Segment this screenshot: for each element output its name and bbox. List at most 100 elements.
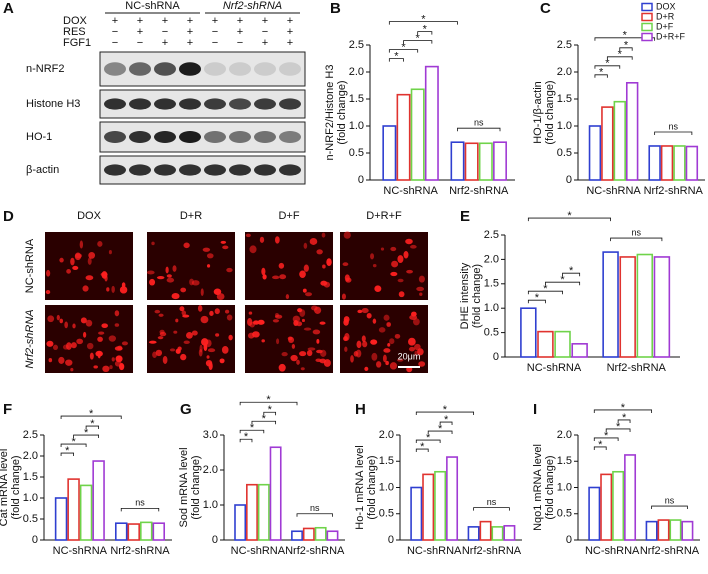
significance-bracket bbox=[545, 281, 581, 286]
legend-swatch bbox=[641, 12, 653, 22]
cell-nucleus bbox=[279, 274, 287, 280]
treatment-sign: − bbox=[212, 26, 218, 38]
legend-swatch bbox=[641, 22, 653, 32]
y-tick-label: 0 bbox=[493, 351, 499, 363]
cell-nucleus bbox=[252, 320, 260, 325]
y-tick-label: 2.0 bbox=[557, 429, 572, 441]
treatment-sign: − bbox=[262, 26, 268, 38]
cell-nucleus bbox=[380, 247, 385, 251]
cell-nucleus bbox=[98, 331, 105, 335]
cell-nucleus bbox=[216, 293, 225, 300]
cell-nucleus bbox=[101, 323, 108, 329]
cell-nucleus bbox=[397, 278, 404, 283]
x-tick-label: Nrf2-shRNA bbox=[607, 362, 667, 374]
micrograph bbox=[245, 305, 333, 373]
cell-nucleus bbox=[385, 360, 389, 366]
significance-label: * bbox=[268, 404, 273, 416]
legend-swatch bbox=[641, 32, 653, 42]
image-background bbox=[245, 232, 333, 300]
cell-nucleus bbox=[206, 253, 214, 259]
cell-nucleus bbox=[157, 336, 164, 340]
bar bbox=[660, 145, 674, 181]
cell-nucleus bbox=[274, 236, 280, 244]
cell-nucleus bbox=[52, 344, 59, 350]
y-tick-label: 0.5 bbox=[23, 513, 38, 525]
bar bbox=[464, 142, 479, 181]
blot-band bbox=[204, 164, 226, 176]
significance-bracket bbox=[605, 428, 631, 432]
cell-nucleus bbox=[118, 363, 125, 371]
blot-band bbox=[154, 98, 176, 110]
cell-nucleus bbox=[343, 318, 349, 326]
cell-nucleus bbox=[394, 333, 401, 339]
blot-band bbox=[279, 131, 301, 143]
bar bbox=[602, 251, 619, 358]
bar bbox=[314, 526, 327, 541]
cell-nucleus bbox=[76, 338, 84, 345]
significance-bracket bbox=[593, 437, 619, 441]
significance-bracket bbox=[263, 411, 277, 416]
cell-nucleus bbox=[206, 355, 210, 359]
blot-band bbox=[254, 62, 276, 76]
y-tick-label: 2.0 bbox=[484, 253, 499, 265]
significance-label: * bbox=[443, 404, 448, 416]
significance-label: * bbox=[244, 431, 249, 443]
significance-label: * bbox=[262, 413, 267, 425]
cell-nucleus bbox=[109, 365, 113, 370]
cell-nucleus bbox=[276, 338, 280, 345]
significance-label: * bbox=[624, 40, 629, 52]
treatment-sign: + bbox=[237, 15, 243, 27]
bar bbox=[269, 446, 282, 541]
bar bbox=[685, 145, 699, 181]
cell-nucleus bbox=[290, 354, 298, 362]
significance-label: * bbox=[605, 58, 610, 70]
cell-nucleus bbox=[111, 285, 115, 293]
treatment-sign: − bbox=[112, 37, 118, 49]
significance-label: * bbox=[90, 418, 95, 430]
panel-letter: E bbox=[460, 208, 470, 225]
x-tick-label: Nrf2-shRNA bbox=[110, 545, 170, 557]
blot-label: Histone H3 bbox=[26, 98, 80, 110]
bar bbox=[422, 473, 435, 541]
y-tick-label: 2.0 bbox=[379, 429, 394, 441]
significance-bracket bbox=[388, 21, 458, 25]
y-tick-label: 0.5 bbox=[557, 147, 572, 159]
y-tick-label: 1.5 bbox=[379, 455, 394, 467]
y-tick-label: 0.5 bbox=[349, 147, 364, 159]
cell-nucleus bbox=[172, 265, 177, 272]
image-row-label: NC-shRNA bbox=[24, 238, 36, 293]
micrograph bbox=[340, 231, 428, 300]
cell-nucleus bbox=[151, 241, 155, 246]
cell-nucleus bbox=[355, 349, 362, 358]
cell-nucleus bbox=[245, 233, 251, 238]
cell-nucleus bbox=[272, 319, 280, 323]
cell-nucleus bbox=[156, 276, 165, 280]
bar bbox=[434, 470, 447, 541]
significance-bracket bbox=[239, 438, 253, 443]
significance-bracket bbox=[403, 40, 433, 44]
y-axis-label: n-NRF2/Histone H3 bbox=[324, 65, 336, 161]
x-tick-label: Nrf2-shRNA bbox=[640, 545, 700, 557]
cell-nucleus bbox=[323, 281, 331, 288]
y-axis-label: Ho-1 mRNA level bbox=[354, 445, 366, 529]
y-axis-label: Sod mRNA level bbox=[178, 447, 190, 527]
cell-nucleus bbox=[165, 266, 169, 274]
y-axis-label: DHE intensity bbox=[459, 262, 471, 329]
treatment-sign: + bbox=[287, 26, 293, 38]
y-tick-label: 1.0 bbox=[203, 499, 218, 511]
cell-nucleus bbox=[390, 246, 397, 252]
cell-nucleus bbox=[410, 244, 417, 249]
cell-nucleus bbox=[213, 288, 222, 295]
bar bbox=[612, 470, 625, 541]
significance-bracket bbox=[415, 411, 475, 416]
cell-nucleus bbox=[106, 287, 110, 292]
treatment-sign: + bbox=[262, 37, 268, 49]
cell-nucleus bbox=[344, 332, 350, 341]
significance-bracket bbox=[239, 429, 265, 434]
blot-band bbox=[254, 164, 276, 176]
blot-band bbox=[129, 62, 151, 76]
bar bbox=[619, 256, 636, 358]
cell-nucleus bbox=[166, 277, 175, 283]
y-axis-label: HO-1/β-actin bbox=[532, 81, 544, 144]
treatment-sign: − bbox=[212, 37, 218, 49]
